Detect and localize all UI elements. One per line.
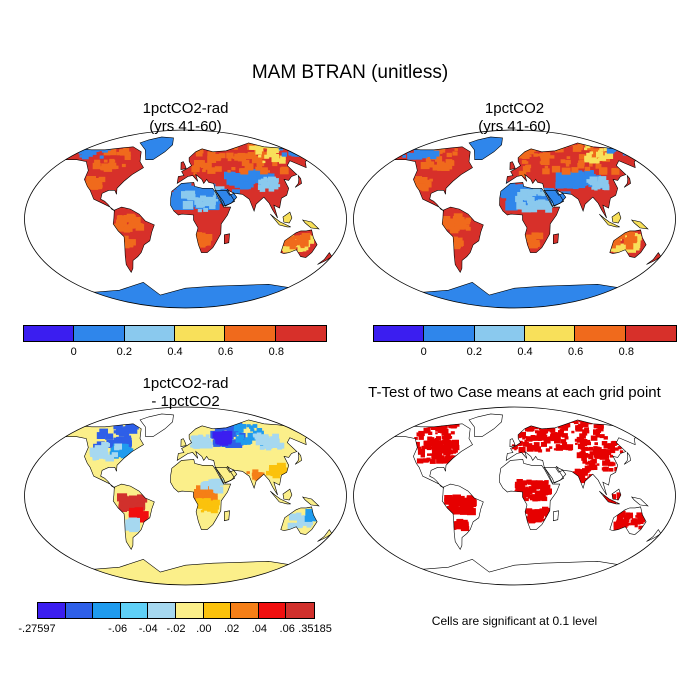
colorbar-tick-label: 0.4 <box>167 346 183 358</box>
colorbar-ticks-top-left: 0 0.2 0.4 0.6 0.8 <box>23 346 327 362</box>
colorbar-tick-label: 0.4 <box>517 346 533 358</box>
colorbar-swatch <box>93 603 121 618</box>
land-region-greenland <box>469 413 503 437</box>
map-bottom-left <box>24 406 347 586</box>
land-region-nz <box>646 529 661 542</box>
map-top-left <box>24 129 347 309</box>
figure-title: MAM BTRAN (unitless) <box>251 62 449 83</box>
colorbar-tick-label: -.04 <box>138 623 158 635</box>
colorbar-tick-label: .02 <box>223 623 240 635</box>
colorbar-swatch <box>124 326 175 341</box>
land-region-borneo <box>283 212 292 223</box>
colorbar-tick-label: 0.8 <box>618 346 634 358</box>
land-region-new-guinea <box>302 220 319 229</box>
land-region-arabia <box>544 467 566 484</box>
land-region-indonesia <box>599 214 620 227</box>
land-region-japan <box>624 452 631 465</box>
significance-note: Cells are significant at 0.1 level <box>431 614 598 628</box>
land-region-madagascar <box>224 233 230 244</box>
colorbar-swatch <box>231 603 259 618</box>
colorbar-swatch <box>148 603 176 618</box>
colorbar-swatch <box>225 326 276 341</box>
map-border <box>24 129 347 309</box>
colorbar-ticks-top-right: 0 0.2 0.4 0.6 0.8 <box>373 346 677 362</box>
colorbar-top-left <box>23 325 327 342</box>
colorbar-tick-label: .35185 <box>298 623 332 635</box>
land-region-borneo <box>612 212 621 223</box>
colorbar-tick-label: 0 <box>420 346 427 358</box>
colorbar-swatch <box>65 603 94 618</box>
colorbar-swatch <box>275 326 326 341</box>
land-region-japan <box>624 175 631 188</box>
land-region-arabia <box>215 467 237 484</box>
land-region-greenland <box>469 136 503 160</box>
land-region-new-guinea <box>302 497 319 506</box>
colorbar-tick-label: 0.8 <box>268 346 284 358</box>
colorbar-swatch <box>625 326 676 341</box>
colorbar-tick-label: -.27597 <box>18 623 56 635</box>
land-region-greenland <box>140 136 174 160</box>
colorbar-tick-label: 0.6 <box>568 346 584 358</box>
land-region-japan <box>295 452 302 465</box>
map-bottom-right <box>353 406 676 586</box>
colorbar-swatch <box>286 603 314 618</box>
land-region-madagascar <box>224 510 230 521</box>
land-region-nz <box>646 252 661 265</box>
land-region-greenland <box>140 413 174 437</box>
land-region-madagascar <box>553 233 559 244</box>
panel-title-bottom-right: T-Test of two Case means at each grid po… <box>368 384 661 401</box>
colorbar-swatch <box>120 603 149 618</box>
colorbar-tick-label: 0.2 <box>466 346 482 358</box>
map-border <box>353 406 676 586</box>
map-border <box>353 129 676 309</box>
colorbar-top-right <box>373 325 677 342</box>
map-top-right <box>353 129 676 309</box>
land-region-borneo <box>283 489 292 500</box>
colorbar-swatch <box>74 326 125 341</box>
land-region-indonesia <box>270 214 291 227</box>
colorbar-tick-label: 0.6 <box>218 346 234 358</box>
land-region-new-guinea <box>631 220 648 229</box>
colorbar-tick-label: .04 <box>251 623 268 635</box>
land-region-madagascar <box>553 510 559 521</box>
land-region-south-america <box>442 484 484 550</box>
panel-title-line1: 1pctCO2 <box>484 100 545 117</box>
colorbar-swatch <box>474 326 525 341</box>
colorbar-swatch <box>203 603 232 618</box>
land-region-nz <box>317 529 332 542</box>
colorbar-swatch <box>175 603 204 618</box>
panel-title-bottom-left: 1pctCO2-rad - 1pctCO2 <box>23 375 348 411</box>
panel-title-line2: - 1pctCO2 <box>151 393 220 410</box>
colorbar-tick-label: .06 <box>279 623 295 635</box>
colorbar-tick-label: .00 <box>196 623 212 635</box>
land-region-uk <box>180 438 187 447</box>
land-region-uk <box>180 161 187 170</box>
colorbar-swatch <box>258 603 287 618</box>
colorbar-tick-label: -.06 <box>108 623 128 635</box>
land-region-new-guinea <box>631 497 648 506</box>
colorbar-tick-label: 0 <box>70 346 77 358</box>
land-region-indonesia <box>270 491 291 504</box>
panel-title-line1: 1pctCO2-rad <box>142 100 229 117</box>
colorbar-ticks-bottom-left: -.27597 -.06 -.04 -.02 .00 .02 .04 .06.35185 <box>18 623 331 639</box>
colorbar-bottom-left <box>37 602 315 619</box>
panel-title-line1: 1pctCO2-rad <box>142 375 229 392</box>
colorbar-swatch <box>575 326 626 341</box>
land-region-japan <box>295 175 302 188</box>
colorbar-swatch <box>424 326 475 341</box>
colorbar-tick-label: -.02 <box>166 623 186 635</box>
colorbar-swatch <box>374 326 425 341</box>
colorbar-swatch <box>24 326 75 341</box>
colorbar-swatch <box>524 326 576 341</box>
colorbar-swatch <box>174 326 226 341</box>
land-region-nz <box>317 252 332 265</box>
land-region-uk <box>509 161 516 170</box>
colorbar-swatch <box>38 603 66 618</box>
map-border <box>24 406 347 586</box>
colorbar-tick-label: 0.2 <box>116 346 132 358</box>
